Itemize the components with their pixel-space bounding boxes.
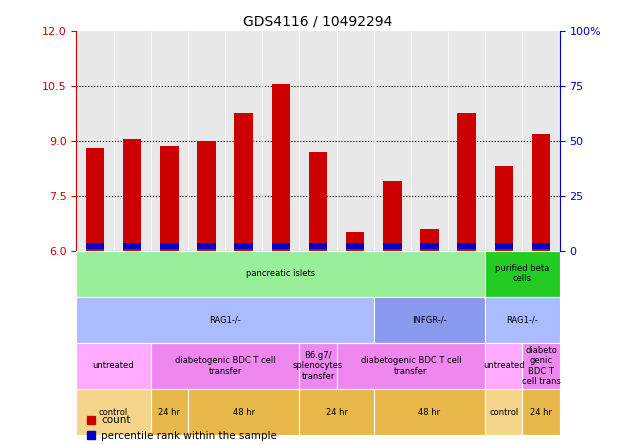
- Bar: [197, 141, 216, 251]
- Bar: [76, 343, 151, 389]
- Bar: [495, 166, 513, 251]
- Bar: [151, 343, 300, 389]
- Bar: [457, 113, 476, 251]
- Bar: [532, 134, 550, 251]
- Bar: [308, 243, 328, 249]
- Text: RAG1-/-: RAG1-/-: [507, 315, 538, 324]
- Bar: [346, 232, 364, 251]
- Bar: [160, 243, 179, 249]
- Bar: [160, 147, 179, 251]
- Text: 24 hr: 24 hr: [158, 408, 180, 416]
- Bar: [532, 243, 550, 249]
- Text: control: control: [99, 408, 128, 416]
- Bar: [76, 389, 151, 435]
- Text: 48 hr: 48 hr: [418, 408, 441, 416]
- Text: control: control: [489, 408, 518, 416]
- Bar: [485, 297, 560, 343]
- Bar: [234, 113, 253, 251]
- Text: diabetogenic BDC T cell
transfer: diabetogenic BDC T cell transfer: [361, 356, 461, 376]
- Bar: [383, 243, 402, 249]
- Text: 48 hr: 48 hr: [233, 408, 254, 416]
- Bar: [86, 243, 104, 249]
- Bar: [346, 243, 364, 249]
- Text: pancreatic islets: pancreatic islets: [246, 269, 315, 278]
- Legend: count, percentile rank within the sample: count, percentile rank within the sample: [81, 411, 281, 444]
- Bar: [420, 243, 439, 249]
- Bar: [308, 152, 328, 251]
- Bar: [420, 229, 439, 251]
- Bar: [123, 243, 141, 249]
- Text: untreated: untreated: [93, 361, 134, 370]
- Text: 24 hr: 24 hr: [530, 408, 552, 416]
- Text: RAG1-/-: RAG1-/-: [209, 315, 241, 324]
- Bar: [374, 297, 485, 343]
- Text: diabetogenic BDC T cell
transfer: diabetogenic BDC T cell transfer: [175, 356, 275, 376]
- Bar: [86, 148, 104, 251]
- Title: GDS4116 / 10492294: GDS4116 / 10492294: [244, 15, 392, 28]
- Text: untreated: untreated: [483, 361, 525, 370]
- Bar: [300, 389, 374, 435]
- Bar: [234, 243, 253, 249]
- Bar: [197, 243, 216, 249]
- Bar: [485, 251, 560, 297]
- Bar: [76, 251, 485, 297]
- Bar: [188, 389, 300, 435]
- Bar: [523, 389, 560, 435]
- Bar: [76, 297, 374, 343]
- Text: INFGR-/-: INFGR-/-: [412, 315, 447, 324]
- Bar: [374, 389, 485, 435]
- Text: diabeto
genic
BDC T
cell trans: diabeto genic BDC T cell trans: [522, 346, 560, 386]
- Text: purified beta
cells: purified beta cells: [495, 264, 550, 283]
- Bar: [523, 343, 560, 389]
- Bar: [300, 343, 336, 389]
- Bar: [272, 84, 290, 251]
- Bar: [383, 181, 402, 251]
- Bar: [336, 343, 485, 389]
- Bar: [495, 243, 513, 249]
- Bar: [151, 389, 188, 435]
- Text: B6.g7/
splenocytes
transfer: B6.g7/ splenocytes transfer: [293, 351, 343, 381]
- Bar: [123, 139, 141, 251]
- Text: 24 hr: 24 hr: [326, 408, 348, 416]
- Bar: [272, 243, 290, 249]
- Bar: [485, 343, 523, 389]
- Bar: [457, 243, 476, 249]
- Bar: [485, 389, 523, 435]
